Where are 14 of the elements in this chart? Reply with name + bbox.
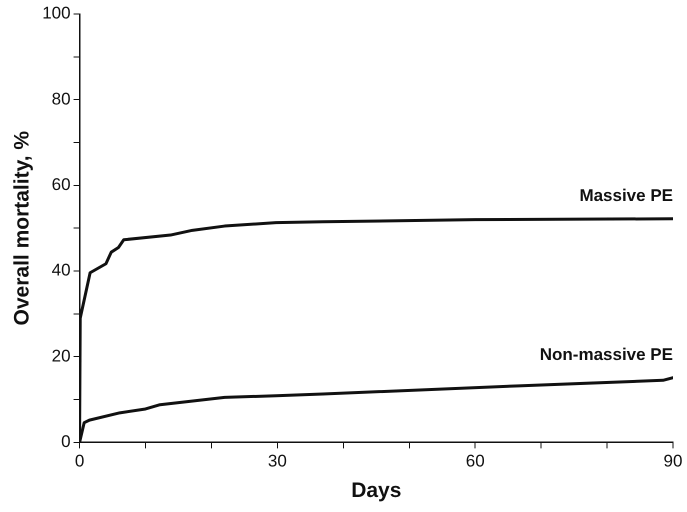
x-tick-label: 90 xyxy=(664,451,682,470)
y-tick-label: 20 xyxy=(52,346,71,366)
series-label: Non-massive PE xyxy=(540,344,673,364)
x-tick-label: 0 xyxy=(74,451,84,470)
x-tick-label: 60 xyxy=(466,451,485,470)
y-tick-label: 0 xyxy=(61,432,71,452)
y-tick-label: 80 xyxy=(52,89,71,108)
y-axis-title: Overall mortality, % xyxy=(10,130,34,326)
series-label: Massive PE xyxy=(579,186,673,205)
y-tick-label: 100 xyxy=(42,4,71,23)
y-tick-label: 40 xyxy=(52,260,71,280)
x-tick-label: 30 xyxy=(268,451,287,470)
x-axis-title: Days xyxy=(351,479,402,502)
y-tick-label: 60 xyxy=(52,175,71,194)
